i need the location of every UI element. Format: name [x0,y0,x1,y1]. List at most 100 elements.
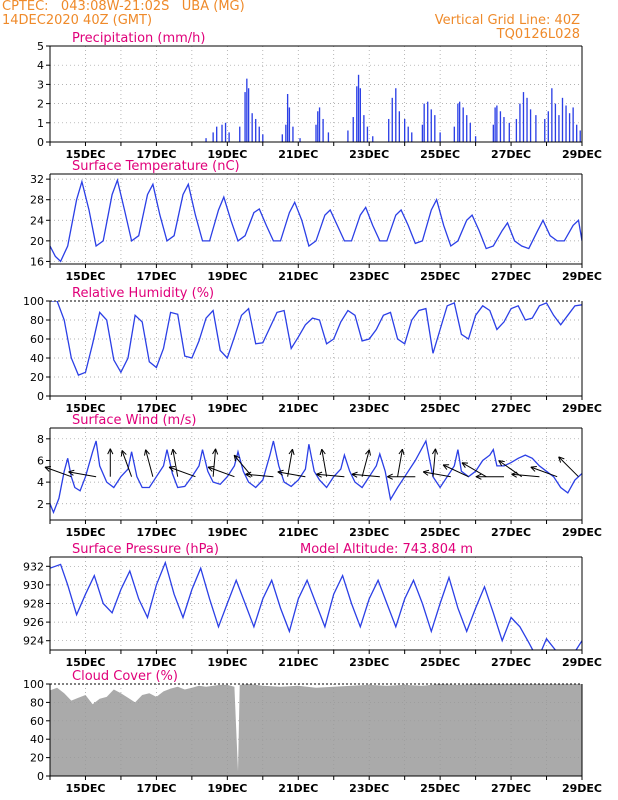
precip-bar [391,97,393,142]
precip-bar [372,136,374,142]
press-subtitle: Model Altitude: 743.804 m [300,542,473,557]
wind-ytick-label: 8 [37,433,44,446]
precip-bar [246,78,248,142]
precip-bar [421,124,424,142]
press-line [50,560,582,650]
precip-xtick-label: 25DEC [420,148,460,161]
wind-arrow-head [435,448,439,455]
precip-bar [576,124,578,142]
wind-ytick-label: 2 [37,498,44,511]
precip-xtick-label: 21DEC [278,148,318,161]
wind-arrow-head [351,471,358,475]
wind-arrow-head [461,462,466,468]
wind-xtick-label: 17DEC [136,526,176,539]
temp-ytick-label: 32 [30,173,44,186]
wind-arrow-shaft [351,473,380,478]
precip-bar [299,138,301,142]
cloud-ytick-label: 40 [30,733,44,746]
cloud-xtick-label: 21DEC [278,782,318,795]
precip-bar [285,124,287,142]
wind-arrow-head [44,466,50,472]
wind-arrow-head [292,448,295,456]
wind-arrow-head [498,460,505,463]
precip-bar [565,105,567,142]
wind-arrow-head [245,473,251,478]
precip-xtick-label: 15DEC [65,148,105,161]
wind-arrow [387,473,416,480]
wind-arrow-head [530,466,537,468]
wind-arrow [511,471,540,478]
wind-arrow-head [498,460,503,467]
precip-bar [547,111,549,142]
cloud-title: Cloud Cover (%) [72,669,178,684]
wind-arrow [287,448,295,477]
wind-arrow-head [558,456,562,463]
temp-xtick-label: 29DEC [562,270,602,283]
cloud-xtick-label: 27DEC [491,782,531,795]
precip-ytick-label: 3 [37,78,44,91]
press-ytick-label: 932 [23,560,44,573]
precip-bar [519,103,521,142]
precip-bar [363,115,365,142]
press-xtick-label: 15DEC [65,656,105,669]
wind-arrow-head [368,449,371,456]
press-xtick-label: 27DEC [491,656,531,669]
temp-line [50,177,582,263]
precip-bar [522,92,525,142]
precip-xtick-label: 19DEC [207,148,247,161]
wind-arrow-head [422,471,429,476]
cloud-xtick-label: 17DEC [136,782,176,795]
wind-arrow-head [233,454,240,459]
wind-arrow-head [208,466,215,468]
rh-ytick-label: 40 [30,352,44,365]
precip-bar [427,101,429,142]
precip-bar [239,126,241,142]
wind-arrow-head [511,471,518,475]
temp-ytick-label: 28 [30,194,44,207]
cloud-ytick-label: 100 [23,678,44,691]
wind-arrow [475,473,504,480]
temp-xtick-label: 17DEC [136,270,176,283]
wind-arrow-head [121,450,127,455]
precip-bar [492,124,494,142]
press-xtick-label: 23DEC [349,656,389,669]
wind-xtick-label: 21DEC [278,526,318,539]
precip-ytick-label: 1 [37,117,44,130]
wind-arrow-head [321,448,326,455]
precip-bar [216,126,218,142]
wind-arrow-shaft [145,449,154,477]
precip-bar [359,88,361,142]
wind-arrow [558,456,579,478]
precip-bar [407,126,409,142]
rh-xtick-label: 27DEC [491,402,531,415]
rh-ytick-label: 20 [30,371,44,384]
precip-bar [469,122,471,142]
cloud-xtick-label: 29DEC [562,782,602,795]
wind-arrow [212,448,219,477]
precip-bar [366,126,369,142]
temp-ytick-label: 16 [30,255,44,268]
temp-ytick-label: 24 [30,214,44,227]
cloud-ytick-label: 60 [30,715,44,728]
precip-bar [388,118,390,142]
precip-bar [579,130,581,142]
wind-arrow-head [387,473,393,478]
temp-xtick-label: 25DEC [420,270,460,283]
temp-panel: 16 20 24 28 32 15DEC 17DEC 19DEC 21DEC 23DEC 25DEC… [30,159,602,283]
precip-bar [251,113,253,142]
wind-arrow-shaft [530,466,558,478]
wind-arrow [120,450,133,477]
rh-xtick-label: 19DEC [207,402,247,415]
wind-arrow-shaft [558,456,579,478]
precip-bar [499,111,502,142]
wind-arrow-head [351,473,358,478]
wind-arrow-head [145,449,150,455]
temp-ytick-label: 20 [30,235,44,248]
wind-arrow-shaft [172,449,179,477]
precip-bar [423,103,425,142]
precip-bar [544,118,546,142]
wind-arrow-shaft [511,473,540,478]
press-xtick-label: 29DEC [562,656,602,669]
precip-bar [535,115,537,142]
wind-arrow [461,462,487,478]
